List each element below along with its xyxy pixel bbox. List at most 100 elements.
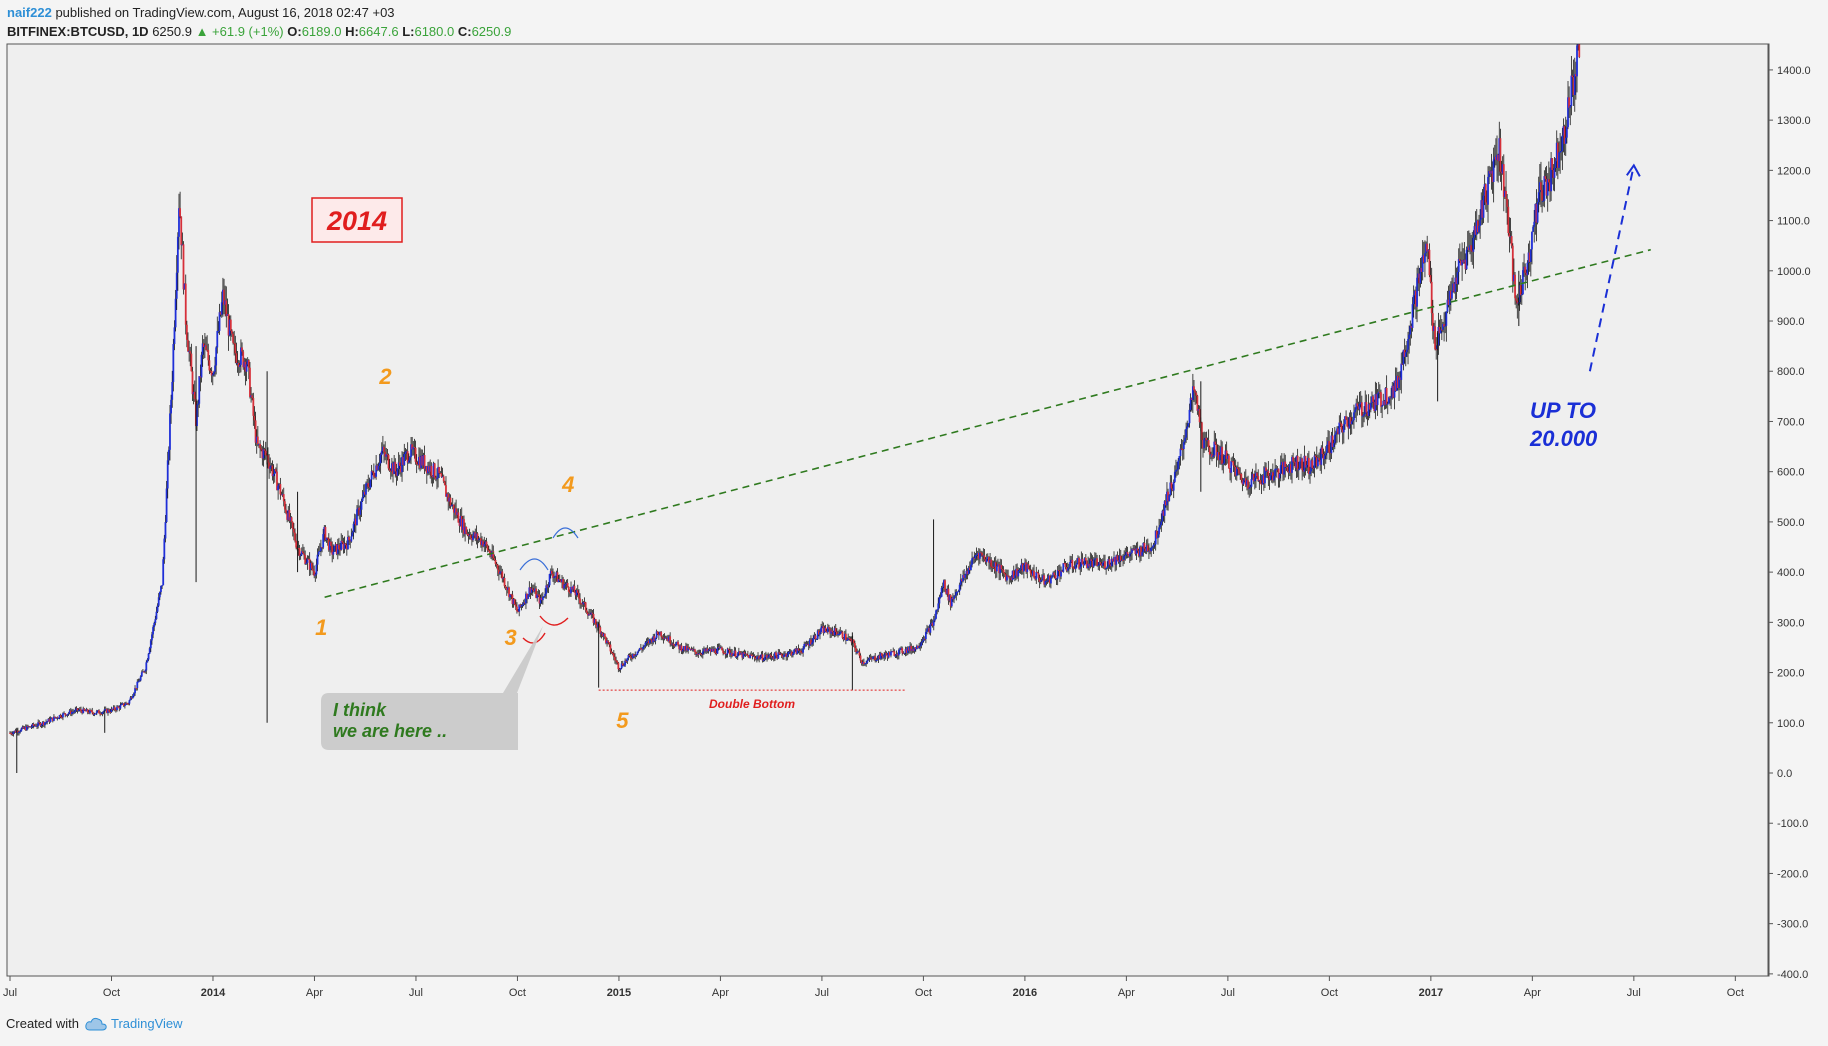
- candle-body: [671, 643, 674, 645]
- candle-body: [193, 391, 196, 399]
- candle-body: [532, 589, 535, 592]
- brand-name[interactable]: TradingView: [110, 1016, 183, 1031]
- candle-body: [857, 651, 860, 653]
- candle-body: [443, 481, 446, 486]
- candle-body: [441, 476, 444, 478]
- candle-body: [1395, 375, 1398, 391]
- candle-body: [1253, 477, 1256, 482]
- candle-body: [156, 605, 159, 612]
- candle-body: [618, 669, 621, 671]
- candle-body: [1433, 326, 1435, 331]
- candle-body: [82, 708, 85, 714]
- created-with-text: Created with: [6, 1016, 79, 1031]
- candle-body: [1467, 247, 1470, 250]
- candle-body: [400, 465, 402, 473]
- candle-body: [130, 697, 133, 699]
- candle-body: [280, 494, 283, 496]
- candle-body: [901, 648, 904, 653]
- candle-body: [768, 654, 771, 657]
- candle-body: [1502, 164, 1505, 197]
- time-axis[interactable]: Jul Oct 2014 Apr Jul Oct 2015 Apr Jul Oct 2016 Apr J…: [3, 976, 1744, 999]
- candle-body: [563, 584, 566, 589]
- candle-body: [1084, 558, 1087, 561]
- candle-body: [1150, 547, 1153, 552]
- candle-body: [797, 648, 800, 651]
- candle-body: [1455, 277, 1458, 285]
- candle-body: [1166, 491, 1168, 506]
- candle-body: [567, 586, 570, 592]
- candle-body: [804, 643, 807, 645]
- candle-body: [526, 593, 528, 599]
- candle-body: [1124, 554, 1127, 556]
- candle-body: [222, 289, 224, 303]
- year-box[interactable]: [311, 197, 403, 243]
- candle-body: [919, 645, 922, 647]
- candle-body: [1412, 295, 1415, 305]
- candle-body: [823, 627, 826, 633]
- candle-body: [1350, 421, 1353, 425]
- candle-body: [525, 593, 527, 604]
- candle-body: [906, 647, 909, 653]
- candle-body: [1386, 403, 1389, 405]
- candle-body: [1478, 225, 1480, 233]
- candle-body: [397, 462, 400, 470]
- candle-body: [218, 312, 221, 331]
- candle-body: [802, 648, 804, 653]
- candle-body: [1269, 475, 1272, 480]
- candle-body: [1280, 462, 1283, 466]
- author-link[interactable]: naif222: [7, 5, 52, 20]
- candle-body: [288, 510, 291, 521]
- candle-body: [1318, 457, 1320, 460]
- candle-body: [1271, 472, 1274, 481]
- candle-body: [312, 568, 314, 571]
- candle-body: [1504, 190, 1506, 197]
- candle-body: [977, 552, 980, 559]
- candle-body: [1177, 460, 1180, 470]
- candle-body: [1182, 441, 1185, 450]
- candle-body: [609, 644, 612, 652]
- candle-body: [941, 586, 944, 589]
- candle-body: [963, 575, 966, 578]
- candle-body: [422, 455, 425, 466]
- candle-body: [794, 648, 797, 650]
- candle-body: [967, 567, 970, 575]
- candle-body: [1015, 568, 1017, 576]
- candle-body: [1178, 456, 1181, 461]
- price-axis[interactable]: 1400.0 1300.0 1200.0 1100.0 1000.0 900.0 800.0…: [1767, 44, 1811, 981]
- candle-body: [140, 672, 143, 677]
- projection-arrow-line[interactable]: [1588, 165, 1635, 372]
- candle-body: [1143, 542, 1146, 549]
- candle-body: [1074, 564, 1077, 569]
- price-tick-label: 1000.0: [1777, 266, 1811, 278]
- candle-body: [224, 300, 227, 305]
- candle-body: [145, 662, 148, 671]
- candle-body: [260, 448, 263, 450]
- candle-body: [565, 582, 568, 585]
- candle-body: [380, 450, 383, 455]
- candle-body: [286, 512, 289, 520]
- candle-body: [1342, 424, 1345, 433]
- candle-body: [1294, 461, 1297, 468]
- candle-body: [670, 643, 673, 645]
- tradingview-logo[interactable]: TradingView: [85, 1016, 183, 1031]
- candle-body: [278, 484, 281, 486]
- candle-body: [1387, 397, 1390, 404]
- candle-body: [124, 704, 126, 706]
- candle-body: [58, 715, 61, 719]
- candle-body: [1315, 457, 1318, 467]
- candle-body: [981, 552, 984, 556]
- candle-body: [832, 632, 835, 636]
- candle-body: [1428, 249, 1431, 276]
- callout-bubble[interactable]: [321, 626, 543, 750]
- candle-body: [1408, 334, 1411, 340]
- candle-body: [1190, 398, 1193, 400]
- candle-body: [1306, 457, 1309, 465]
- trend-line[interactable]: [324, 248, 1651, 599]
- candle-body: [930, 622, 933, 625]
- candle-body: [216, 331, 219, 348]
- candle-body: [33, 725, 36, 727]
- candle-body: [989, 559, 991, 563]
- candle-body: [1149, 550, 1151, 552]
